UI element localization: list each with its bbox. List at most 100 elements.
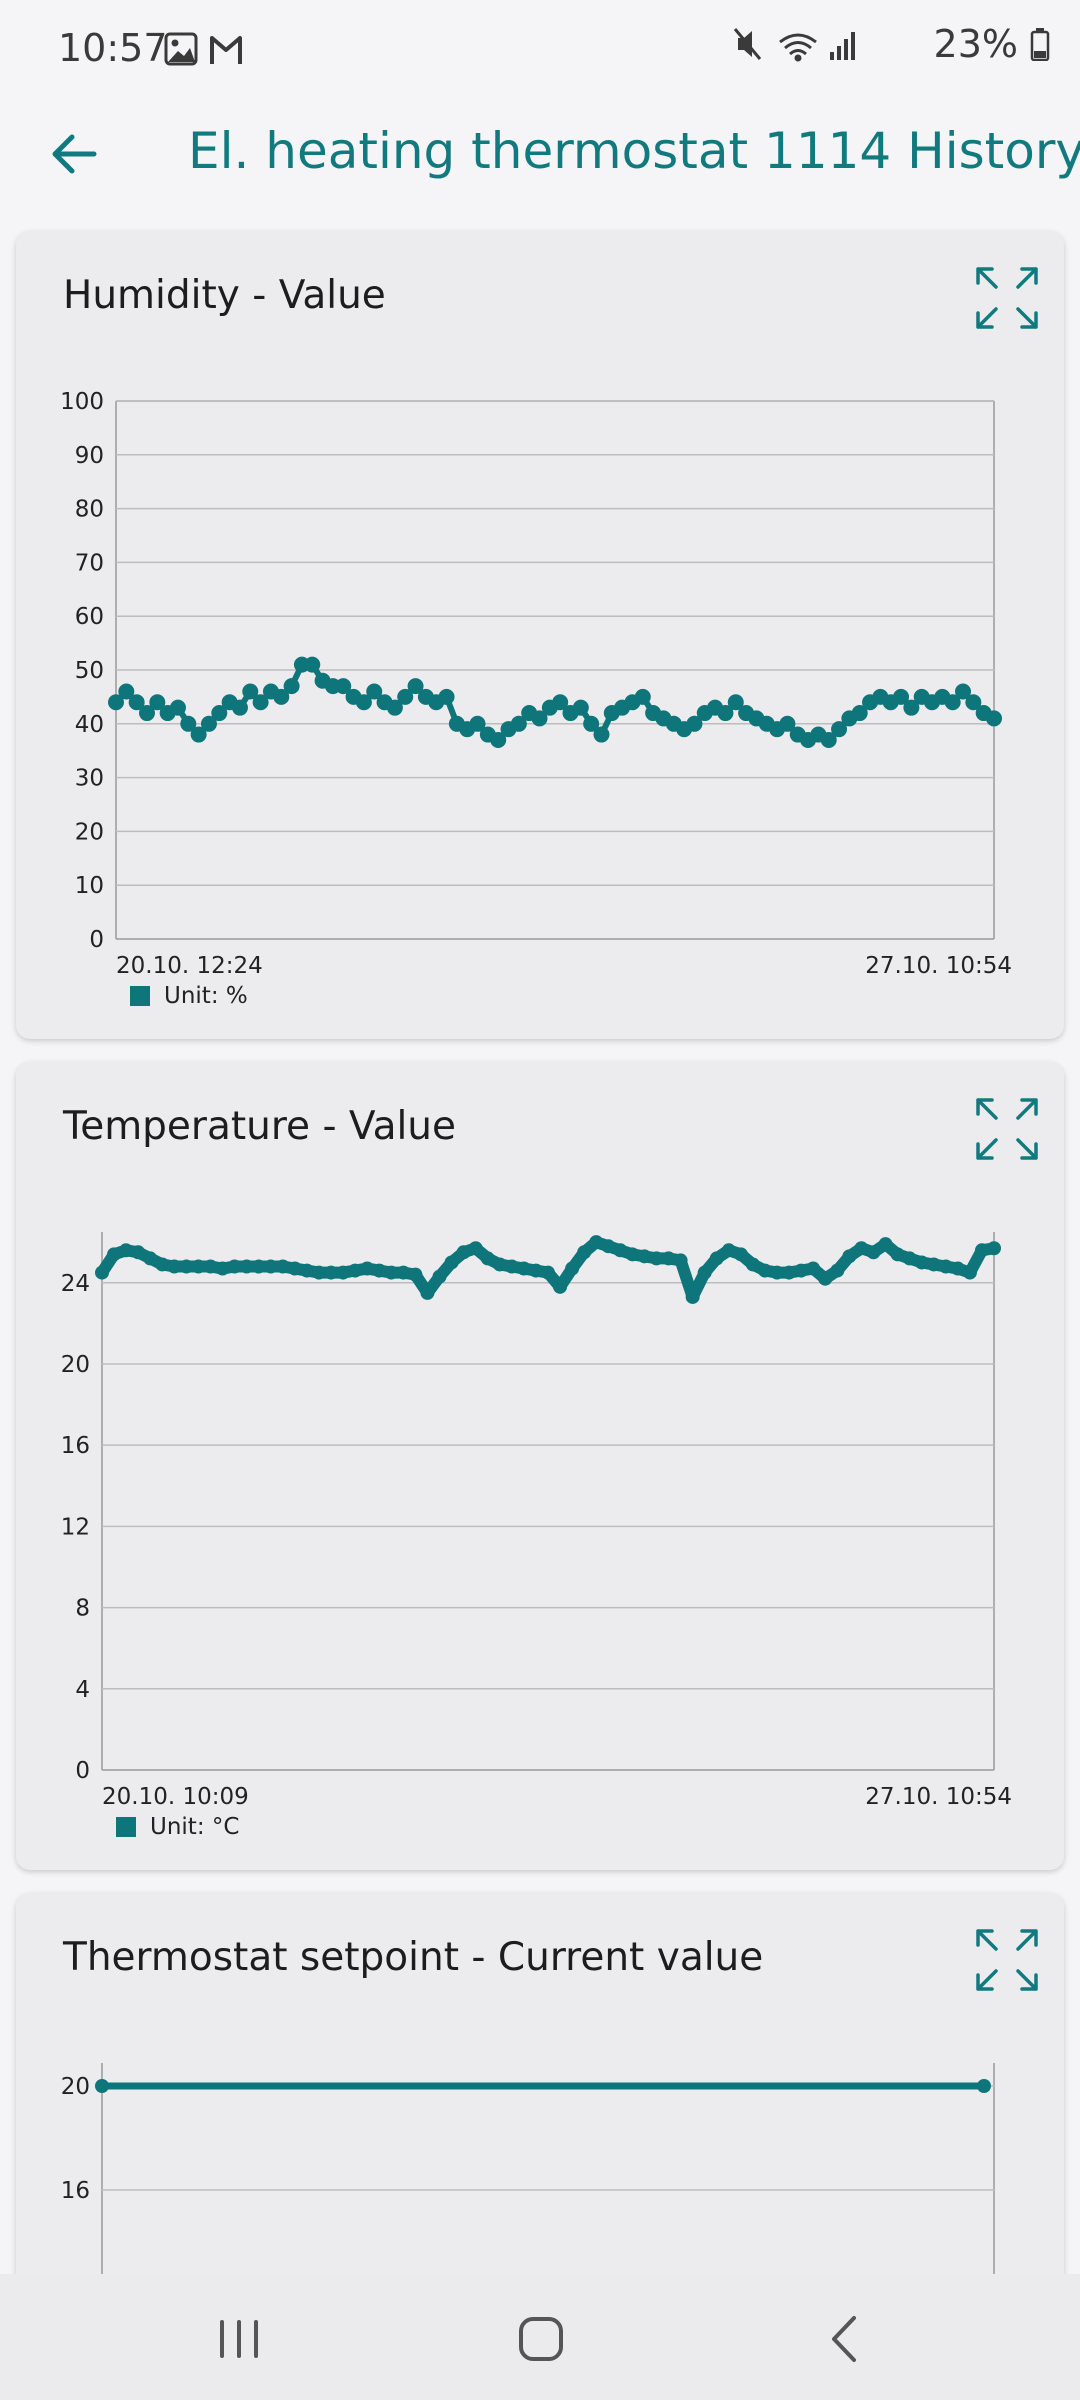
- data-point: [215, 1261, 230, 1276]
- data-point: [830, 1263, 845, 1278]
- y-tick-label: 30: [75, 766, 104, 792]
- data-point: [938, 1259, 953, 1274]
- status-bar: 10:57 2: [0, 0, 1080, 100]
- data-point: [490, 731, 507, 748]
- data-point: [396, 1265, 411, 1280]
- data-point: [986, 710, 1002, 727]
- data-point: [589, 1235, 604, 1250]
- data-point: [143, 1251, 158, 1266]
- data-point: [119, 1243, 134, 1258]
- data-point: [203, 1259, 218, 1274]
- y-tick-label: 50: [75, 658, 104, 684]
- data-point: [252, 694, 269, 711]
- signal-icon: [829, 32, 855, 60]
- data-point: [273, 688, 290, 705]
- temperature-card: Temperature - Value 0 4 8 12 16 20 24 20.10. 1…: [16, 1062, 1064, 1870]
- data-point: [820, 731, 837, 748]
- data-point: [806, 1261, 821, 1276]
- data-point: [366, 683, 383, 700]
- data-point: [733, 1247, 748, 1262]
- expand-button[interactable]: [972, 1094, 1042, 1164]
- data-point: [516, 1261, 531, 1276]
- data-point: [649, 1251, 664, 1266]
- data-point: [593, 726, 610, 743]
- data-point: [553, 1279, 568, 1294]
- y-tick-label: 16: [61, 1433, 90, 1459]
- data-point: [770, 1265, 785, 1280]
- humidity-chart: 0 10 20 30 40 50 60 70 80 90 100: [60, 389, 1002, 953]
- y-tick-label: 20: [75, 819, 104, 845]
- data-point: [950, 1261, 965, 1276]
- data-point: [510, 715, 527, 732]
- data-point: [779, 715, 796, 732]
- data-point: [108, 694, 124, 711]
- data-point: [169, 699, 186, 716]
- recent-apps-icon: [220, 2320, 258, 2358]
- data-point: [211, 705, 228, 722]
- data-point: [903, 699, 920, 716]
- data-point: [227, 1259, 242, 1274]
- data-point: [613, 1243, 628, 1258]
- x-start-label: 20.10. 10:09: [102, 1784, 249, 1810]
- data-point: [324, 1265, 339, 1280]
- expand-button[interactable]: [972, 1925, 1042, 1995]
- data-point: [107, 1247, 122, 1262]
- chart-legend: Unit: %: [130, 983, 248, 1009]
- y-tick-label: 24: [61, 1271, 90, 1297]
- data-point: [965, 694, 982, 711]
- back-nav-button[interactable]: [810, 2304, 880, 2374]
- navigation-bar: [0, 2274, 1080, 2400]
- data-point: [504, 1259, 519, 1274]
- data-point: [721, 1243, 736, 1258]
- y-tick-label: 10: [75, 873, 104, 899]
- data-point: [902, 1251, 917, 1266]
- recent-apps-button[interactable]: [204, 2304, 274, 2374]
- data-point: [336, 1265, 351, 1280]
- data-point: [128, 694, 145, 711]
- legend-label: Unit: %: [164, 983, 248, 1009]
- data-point: [355, 694, 372, 711]
- data-point: [818, 1271, 833, 1286]
- home-button[interactable]: [506, 2304, 576, 2374]
- y-tick-label: 8: [75, 1596, 90, 1622]
- data-point: [492, 1257, 507, 1272]
- data-point: [167, 1259, 182, 1274]
- data-point: [149, 694, 166, 711]
- battery-icon: [1030, 28, 1050, 61]
- data-point: [386, 699, 403, 716]
- expand-button[interactable]: [972, 263, 1042, 333]
- humidity-card: Humidity - Value 0 10 20 30 40 50 60 70 80 90 100 …: [16, 231, 1064, 1039]
- data-point: [432, 1269, 447, 1284]
- data-point: [131, 1245, 146, 1260]
- data-point: [717, 705, 734, 722]
- data-point: [95, 2079, 109, 2093]
- home-icon: [519, 2317, 563, 2361]
- app-bar: El. heating thermostat 1114 History: [0, 100, 1080, 212]
- temperature-chart: 0 4 8 12 16 20 24: [61, 1232, 1001, 1784]
- x-end-label: 27.10. 10:54: [865, 953, 1012, 979]
- data-point: [118, 683, 135, 700]
- data-point: [782, 1265, 797, 1280]
- data-point: [541, 1265, 555, 1280]
- card-title: Temperature - Value: [63, 1104, 457, 1149]
- chevron-left-icon: [832, 2316, 856, 2362]
- status-left-icons: [164, 32, 254, 72]
- y-tick-label: 100: [60, 389, 104, 415]
- legend-swatch: [116, 1817, 136, 1837]
- data-point: [420, 1285, 435, 1300]
- data-point: [987, 1241, 1001, 1256]
- data-point: [190, 726, 207, 743]
- arrow-left-icon: [52, 134, 97, 174]
- y-tick-label: 0: [89, 927, 104, 953]
- x-end-label: 27.10. 10:54: [865, 1784, 1012, 1810]
- back-button[interactable]: [46, 124, 106, 184]
- data-point: [552, 694, 569, 711]
- data-point: [673, 1253, 688, 1268]
- y-tick-label: 0: [75, 1758, 90, 1784]
- data-point: [95, 1265, 109, 1280]
- status-time: 10:57: [58, 26, 168, 70]
- y-tick-label: 20: [61, 1352, 90, 1378]
- data-point: [444, 1255, 459, 1270]
- data-point: [709, 1251, 724, 1266]
- status-right-icons: 23%: [732, 22, 1050, 66]
